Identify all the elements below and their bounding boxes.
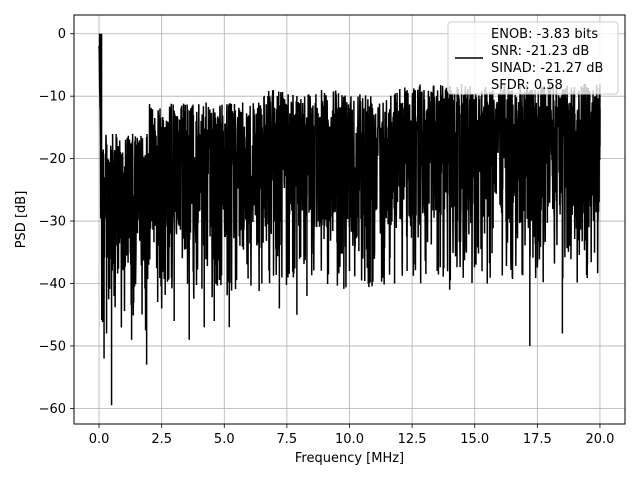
y-tick-label: −60 bbox=[39, 402, 66, 417]
y-tick-label: −50 bbox=[39, 339, 66, 354]
y-tick-label: 0 bbox=[58, 27, 66, 42]
legend-sinad: SINAD: -21.27 dB bbox=[491, 61, 603, 76]
y-tick-label: −20 bbox=[39, 152, 66, 167]
legend-box bbox=[447, 21, 619, 95]
x-axis-title: Frequency [MHz] bbox=[295, 451, 404, 466]
x-axis-ticks: 0.0 2.5 5.0 7.5 10.0 12.5 15.0 17.5 20.0 bbox=[89, 424, 614, 447]
data-series bbox=[98, 33, 601, 406]
y-axis-ticks: 0 −10 −20 −30 −40 −50 −60 bbox=[39, 27, 74, 417]
x-tick-label: 15.0 bbox=[460, 432, 489, 447]
y-tick-label: −10 bbox=[39, 90, 66, 105]
legend: ENOB: -3.83 bits SNR: -21.23 dB SINAD: -… bbox=[447, 21, 619, 95]
x-tick-label: 7.5 bbox=[277, 432, 298, 447]
legend-sfdr: SFDR: 0.58 bbox=[491, 78, 563, 93]
psd-series-spikes bbox=[98, 33, 601, 406]
legend-snr: SNR: -21.23 dB bbox=[491, 44, 589, 59]
x-tick-label: 17.5 bbox=[523, 432, 552, 447]
legend-enob: ENOB: -3.83 bits bbox=[491, 27, 598, 42]
x-tick-label: 12.5 bbox=[398, 432, 427, 447]
psd-series-line bbox=[98, 45, 601, 331]
x-tick-label: 20.0 bbox=[585, 432, 614, 447]
x-tick-label: 2.5 bbox=[151, 432, 172, 447]
y-tick-label: −30 bbox=[39, 215, 66, 230]
x-tick-label: 5.0 bbox=[214, 432, 235, 447]
y-axis-title: PSD [dB] bbox=[14, 191, 29, 249]
y-tick-label: −40 bbox=[39, 277, 66, 292]
x-tick-label: 0.0 bbox=[89, 432, 110, 447]
x-tick-label: 10.0 bbox=[335, 432, 364, 447]
